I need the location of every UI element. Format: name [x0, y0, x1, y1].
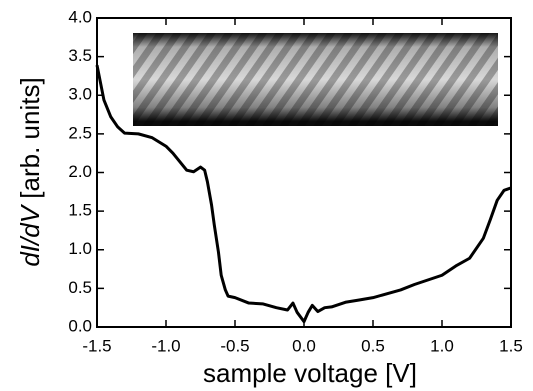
x-axis-label: sample voltage [V] — [203, 358, 417, 388]
y-tick-label: 4.0 — [68, 7, 92, 26]
y-tick-label: 0.5 — [68, 278, 92, 297]
y-tick-label: 2.0 — [68, 162, 92, 181]
y-tick-label: 2.5 — [68, 123, 92, 142]
x-tick-label: -0.5 — [220, 336, 249, 355]
x-tick-label: 1.5 — [499, 336, 523, 355]
chart: sample voltage [V] dI/dV [arb. units] -1… — [0, 0, 533, 391]
y-tick-label: 3.0 — [68, 85, 92, 104]
inset-image — [133, 33, 498, 126]
x-tick-label: -1.0 — [151, 336, 180, 355]
y-tick-label: 0.0 — [68, 316, 92, 335]
y-axis-label: dI/dV [arb. units] — [15, 77, 45, 266]
y-tick-label: 1.0 — [68, 239, 92, 258]
y-tick-label: 1.5 — [68, 201, 92, 220]
x-tick-label: 1.0 — [430, 336, 454, 355]
x-tick-label: -1.5 — [82, 336, 111, 355]
x-tick-label: 0.0 — [292, 336, 316, 355]
y-tick-label: 3.5 — [68, 46, 92, 65]
x-tick-label: 0.5 — [361, 336, 385, 355]
